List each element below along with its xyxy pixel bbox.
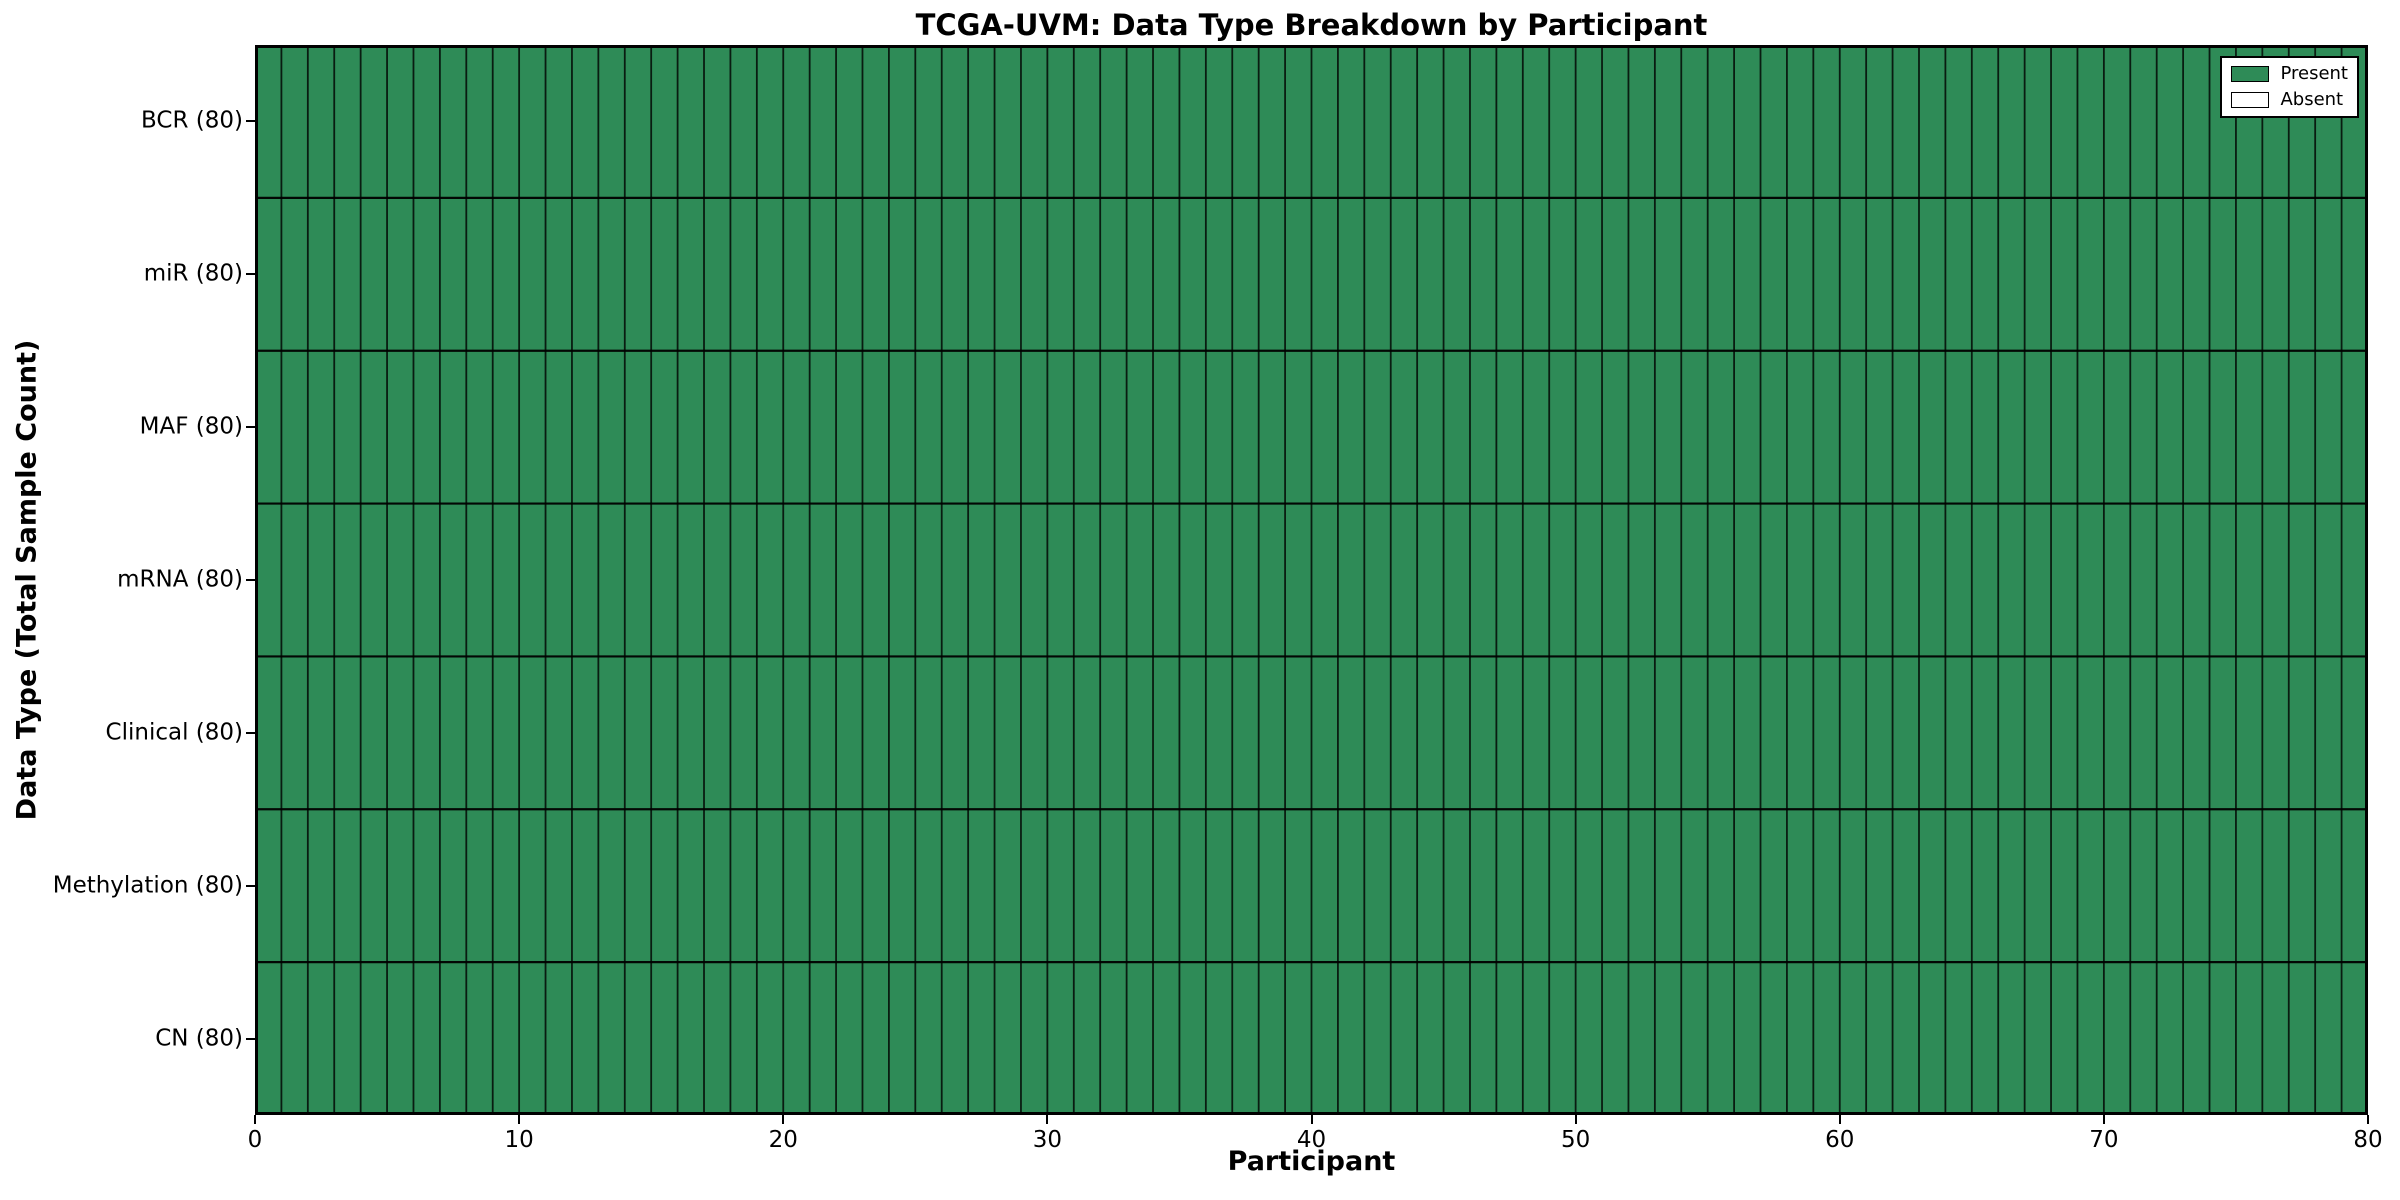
y-tick-label: Clinical (80) xyxy=(105,719,243,746)
y-tick-label: MAF (80) xyxy=(139,413,243,440)
x-tick-label: 40 xyxy=(1296,1127,1327,1153)
y-tick-mark xyxy=(246,120,255,123)
x-tick-mark xyxy=(1310,1115,1313,1124)
x-tick-label: 70 xyxy=(2089,1127,2119,1153)
legend-swatch-absent-icon xyxy=(2231,92,2270,108)
y-tick-label: Methylation (80) xyxy=(52,872,243,899)
x-tick-label: 20 xyxy=(768,1127,798,1153)
x-tick-mark xyxy=(2367,1115,2369,1124)
x-tick-mark xyxy=(2102,1115,2105,1124)
heatmap-grid xyxy=(255,45,2368,1115)
legend-label-absent: Absent xyxy=(2280,89,2344,110)
legend-label-present: Present xyxy=(2280,63,2348,84)
x-tick-label: 10 xyxy=(504,1127,534,1153)
x-tick-mark xyxy=(1574,1115,1577,1124)
x-tick-mark xyxy=(518,1115,521,1124)
x-tick-mark xyxy=(1838,1115,1841,1124)
legend-item-present: Present xyxy=(2231,63,2348,85)
y-tick-mark xyxy=(246,426,255,429)
x-tick-label: 80 xyxy=(2353,1127,2383,1153)
y-tick-label: miR (80) xyxy=(143,260,243,287)
chart-title: TCGA-UVM: Data Type Breakdown by Partici… xyxy=(915,8,1708,42)
x-tick-mark xyxy=(254,1115,256,1124)
y-tick-mark xyxy=(246,884,255,887)
y-tick-mark xyxy=(246,731,255,734)
y-tick-mark xyxy=(246,579,255,581)
x-tick-label: 50 xyxy=(1560,1127,1591,1153)
x-tick-label: 30 xyxy=(1032,1127,1063,1153)
x-tick-mark xyxy=(782,1115,785,1124)
y-tick-mark xyxy=(246,1037,255,1040)
y-tick-mark xyxy=(246,273,255,276)
legend-swatch-present-icon xyxy=(2231,66,2270,82)
x-tick-mark xyxy=(1046,1115,1049,1124)
legend-item-absent: Absent xyxy=(2231,89,2348,111)
x-tick-label: 0 xyxy=(247,1127,263,1153)
y-tick-label: BCR (80) xyxy=(141,107,243,134)
y-tick-label: mRNA (80) xyxy=(117,566,243,593)
legend: Present Absent xyxy=(2220,56,2359,118)
x-tick-label: 60 xyxy=(1825,1127,1855,1153)
x-axis-title: Participant xyxy=(1227,1146,1396,1177)
y-tick-label: CN (80) xyxy=(155,1025,243,1052)
plot-area: Present Absent xyxy=(255,45,2368,1115)
